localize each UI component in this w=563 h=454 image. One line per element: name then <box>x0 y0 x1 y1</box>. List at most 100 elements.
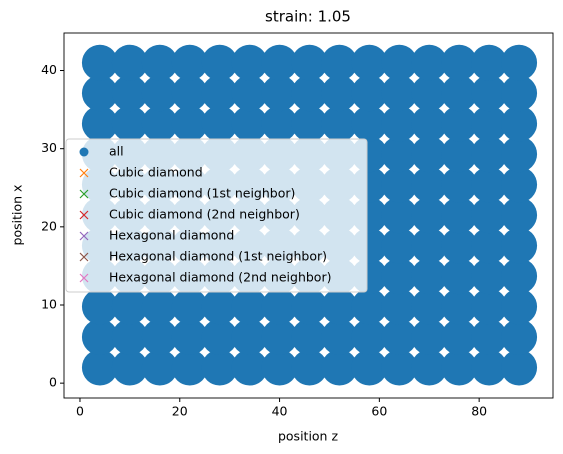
legend-marker <box>79 210 89 220</box>
point <box>381 288 418 325</box>
point <box>501 197 538 234</box>
point <box>171 319 208 356</box>
point <box>201 288 238 325</box>
point <box>171 75 208 112</box>
x-tick-label: 0 <box>76 404 84 419</box>
point <box>441 227 478 264</box>
point <box>351 349 388 386</box>
point <box>141 288 178 325</box>
legend: all Cubic diamond Cubic diamond (1st neigh… <box>65 138 368 293</box>
point <box>381 75 418 112</box>
point <box>411 105 448 142</box>
point <box>411 258 448 295</box>
point <box>111 75 148 112</box>
point <box>501 258 538 295</box>
point <box>321 105 358 142</box>
point <box>471 197 508 234</box>
point <box>231 75 268 112</box>
point <box>291 349 328 386</box>
point <box>231 288 268 325</box>
point <box>381 166 418 203</box>
point <box>501 227 538 264</box>
point <box>441 319 478 356</box>
point <box>321 44 358 81</box>
point <box>81 44 118 81</box>
point <box>471 227 508 264</box>
point <box>201 349 238 386</box>
point <box>201 75 238 112</box>
point <box>471 75 508 112</box>
y-tick-label: 30 <box>41 140 57 155</box>
point <box>351 44 388 81</box>
point <box>501 166 538 203</box>
point <box>501 75 538 112</box>
point <box>411 136 448 173</box>
point <box>261 44 298 81</box>
legend-label: all <box>109 144 124 159</box>
point <box>411 288 448 325</box>
point <box>171 288 208 325</box>
point <box>441 166 478 203</box>
point <box>471 166 508 203</box>
point <box>141 319 178 356</box>
point <box>141 75 178 112</box>
point <box>411 319 448 356</box>
point <box>171 44 208 81</box>
legend-marker <box>79 231 89 241</box>
point <box>441 288 478 325</box>
point <box>501 288 538 325</box>
legend-marker <box>79 168 89 178</box>
point <box>291 105 328 142</box>
point <box>381 319 418 356</box>
point <box>441 44 478 81</box>
point <box>381 105 418 142</box>
legend-label: Hexagonal diamond (1st neighbor) <box>109 249 327 264</box>
point <box>291 75 328 112</box>
point <box>351 105 388 142</box>
y-axis-label: position x <box>10 185 25 246</box>
point <box>291 319 328 356</box>
point <box>381 136 418 173</box>
point <box>441 258 478 295</box>
point <box>381 349 418 386</box>
point <box>411 349 448 386</box>
point <box>111 319 148 356</box>
x-tick-label: 80 <box>471 404 487 419</box>
point <box>441 75 478 112</box>
point <box>231 349 268 386</box>
point <box>261 105 298 142</box>
point <box>471 136 508 173</box>
point <box>201 44 238 81</box>
point <box>501 349 538 386</box>
point <box>411 197 448 234</box>
point <box>471 258 508 295</box>
point <box>411 44 448 81</box>
legend-label: Cubic diamond (1st neighbor) <box>109 186 295 201</box>
point <box>261 288 298 325</box>
point <box>291 288 328 325</box>
point <box>231 319 268 356</box>
point <box>231 44 268 81</box>
x-tick-label: 20 <box>172 404 188 419</box>
point <box>471 319 508 356</box>
point <box>351 75 388 112</box>
legend-label: Cubic diamond <box>109 165 203 180</box>
point <box>81 105 118 142</box>
point <box>471 349 508 386</box>
point <box>231 105 268 142</box>
point <box>381 44 418 81</box>
point <box>321 319 358 356</box>
legend-box <box>65 138 368 293</box>
point <box>501 319 538 356</box>
point <box>111 288 148 325</box>
point <box>381 258 418 295</box>
point <box>171 349 208 386</box>
y-tick-label: 10 <box>41 296 57 311</box>
chart-title: strain: 1.05 <box>265 8 351 26</box>
point <box>141 44 178 81</box>
point <box>111 105 148 142</box>
point <box>81 349 118 386</box>
point <box>441 197 478 234</box>
point <box>201 105 238 142</box>
point <box>471 105 508 142</box>
